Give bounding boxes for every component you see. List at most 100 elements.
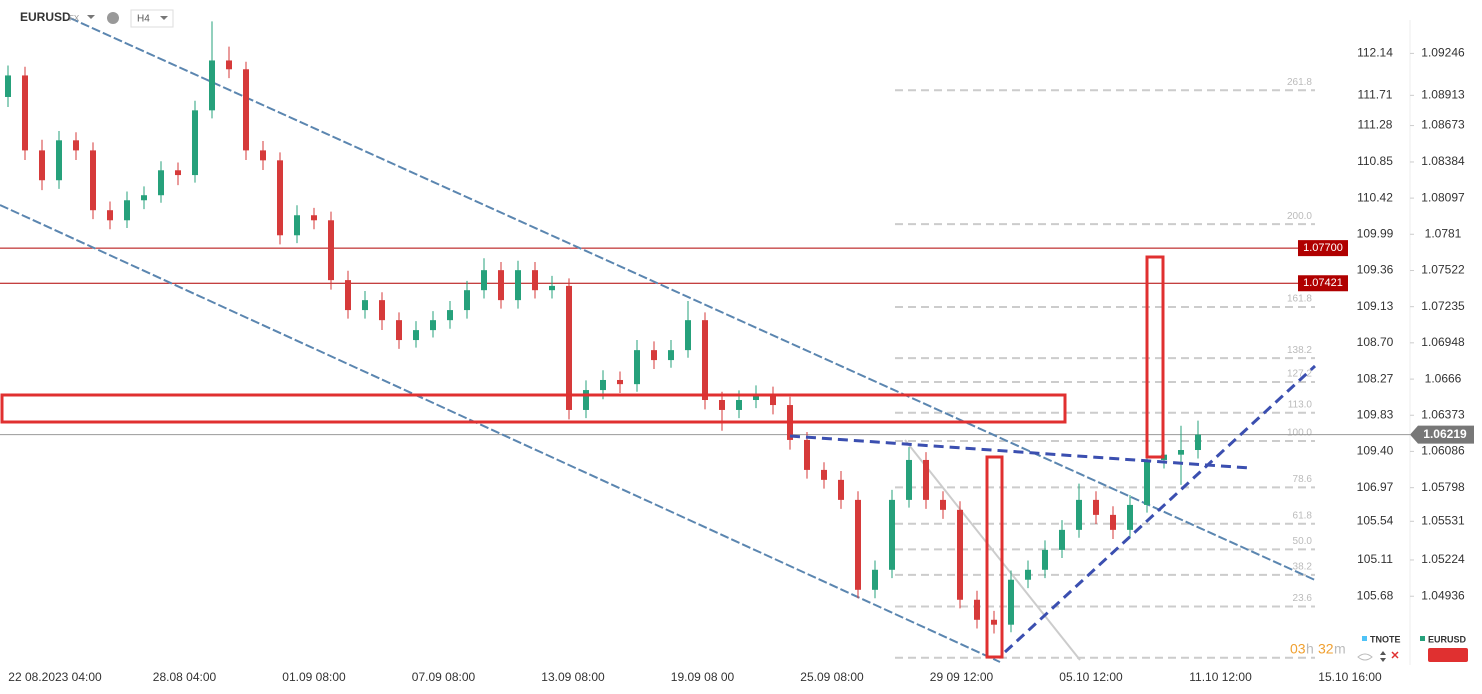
y-tick-label: 1.08384 xyxy=(1421,154,1465,168)
range-box xyxy=(1145,255,1165,459)
secondary-tick-label: 109.99 xyxy=(1357,226,1394,240)
x-tick-label: 15.10 16:00 xyxy=(1318,670,1382,684)
sort-icon[interactable] xyxy=(1380,651,1386,662)
x-tick-label: 07.09 08:00 xyxy=(412,670,476,684)
candle-body xyxy=(1127,504,1133,530)
candle-body xyxy=(5,75,11,97)
candle-body xyxy=(583,390,589,410)
secondary-tick-label: 105.68 xyxy=(1357,588,1394,602)
candle-body xyxy=(1059,529,1065,550)
y-tick-label: 1.05798 xyxy=(1421,480,1465,494)
x-tick-label: 01.09 08:00 xyxy=(282,670,346,684)
trend-line xyxy=(904,439,1081,661)
x-tick-label: 29 09 12:00 xyxy=(930,670,994,684)
candle-body xyxy=(515,270,521,301)
candle-body xyxy=(600,379,606,391)
y-tick-label: 1.0781 xyxy=(1425,226,1462,240)
candle-body xyxy=(141,195,147,201)
legend-entry[interactable]: EURUSD xyxy=(1428,634,1467,644)
legend-entry[interactable]: TNOTE xyxy=(1370,634,1401,644)
candle-body xyxy=(1110,514,1116,530)
y-tick-label: 1.06948 xyxy=(1421,335,1465,349)
y-tick-label: 1.08097 xyxy=(1421,190,1465,204)
zone-box xyxy=(0,393,1067,424)
timer-hours: 03 xyxy=(1290,641,1306,657)
fib-label: 161.8 xyxy=(1287,294,1312,305)
last-price-text: 1.06219 xyxy=(1423,427,1467,441)
dropdown-icon[interactable] xyxy=(87,15,95,19)
candle-body xyxy=(481,270,487,291)
candle-body xyxy=(1093,499,1099,515)
candle-body xyxy=(158,170,164,196)
candle-body xyxy=(549,285,555,291)
x-tick-label: 19.09 08 00 xyxy=(671,670,735,684)
series-button[interactable] xyxy=(1428,648,1468,662)
candle-body xyxy=(56,140,62,181)
level-tag-text: 1.07421 xyxy=(1303,277,1343,289)
candle-body xyxy=(430,320,436,331)
fib-label: 200.0 xyxy=(1287,211,1312,222)
candle-body xyxy=(124,200,130,221)
timeframe-select[interactable] xyxy=(130,9,174,28)
candle-body xyxy=(906,459,912,500)
secondary-tick-label: 110.42 xyxy=(1357,190,1393,204)
y-tick-label: 1.09246 xyxy=(1421,46,1465,60)
close-icon[interactable] xyxy=(1391,651,1399,659)
candle-body xyxy=(1195,434,1201,451)
fib-label: 113.0 xyxy=(1288,399,1313,410)
candle-body xyxy=(855,499,861,590)
candle-body xyxy=(277,160,283,236)
info-icon[interactable] xyxy=(107,12,119,24)
candle-body xyxy=(668,350,674,361)
candle-body xyxy=(226,60,232,70)
candle-body xyxy=(872,569,878,590)
candle-body xyxy=(940,499,946,510)
candle-body xyxy=(889,499,895,570)
candle-body xyxy=(719,400,725,410)
candle-body xyxy=(1008,579,1014,625)
level-tag xyxy=(1298,240,1348,257)
candle-body xyxy=(821,469,827,480)
timer-m: m xyxy=(1334,641,1346,657)
candle-body xyxy=(617,379,623,385)
secondary-tick-label: 106.97 xyxy=(1357,480,1394,494)
visibility-icon[interactable] xyxy=(1357,653,1373,661)
candle-body xyxy=(1144,459,1150,505)
level-tag-text: 1.07700 xyxy=(1303,242,1343,254)
secondary-tick-label: 112.14 xyxy=(1357,46,1393,60)
fib-label: 61.8 xyxy=(1293,510,1313,521)
candle-body xyxy=(447,310,453,321)
fib-label: 127.2 xyxy=(1287,369,1312,380)
candle-body xyxy=(209,60,215,111)
last-price-tag xyxy=(1410,425,1474,444)
candle-body xyxy=(464,290,470,311)
candle-body xyxy=(532,270,538,291)
secondary-tick-label: 111.28 xyxy=(1358,118,1393,132)
y-tick-label: 1.06373 xyxy=(1421,407,1465,421)
candle-body xyxy=(73,140,79,151)
secondary-tick-label: 108.70 xyxy=(1357,335,1394,349)
symbol[interactable]: EURUSD xyxy=(20,10,71,24)
y-tick-label: 1.07235 xyxy=(1421,299,1465,313)
y-tick-label: 1.08913 xyxy=(1421,88,1465,102)
channel-lower xyxy=(0,204,1001,663)
candle-body xyxy=(1042,549,1048,570)
fib-label: 50.0 xyxy=(1293,536,1313,547)
x-tick-label: 11.10 12:00 xyxy=(1189,670,1252,684)
candle-body xyxy=(634,350,640,385)
y-tick-label: 1.07522 xyxy=(1421,263,1465,277)
neckline xyxy=(789,434,1251,470)
y-tick-label: 1.0666 xyxy=(1425,371,1462,385)
candle-body xyxy=(396,320,402,341)
candle-body xyxy=(328,220,334,281)
dropdown-icon xyxy=(160,16,168,20)
candle-body xyxy=(413,330,419,341)
market: FX xyxy=(69,14,80,23)
timer-h: h xyxy=(1306,641,1314,657)
fib-label: 261.8 xyxy=(1287,77,1312,88)
secondary-tick-label: 109.83 xyxy=(1357,407,1394,421)
candle-body xyxy=(90,150,96,211)
timeframe: H4 xyxy=(137,14,150,25)
secondary-tick-label: 108.27 xyxy=(1357,371,1394,385)
